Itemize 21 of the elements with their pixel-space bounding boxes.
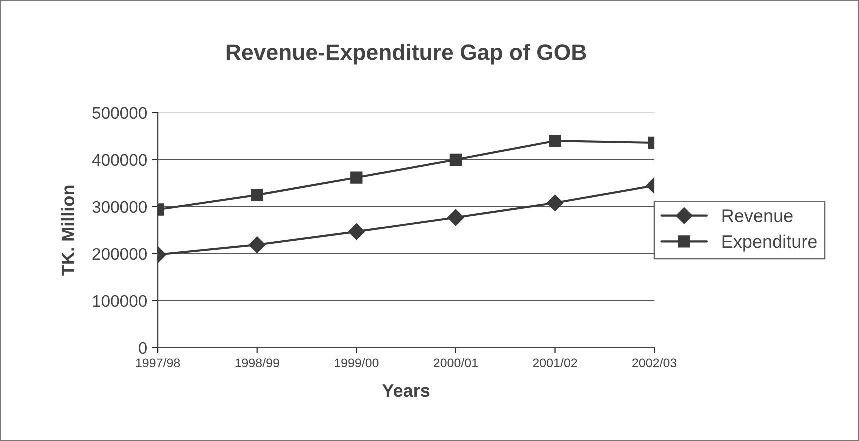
- y-tick-label: 200000: [92, 248, 147, 260]
- x-tick-label: 2001/02: [533, 358, 578, 368]
- x-tick-label: 2002/03: [632, 358, 677, 368]
- point: [450, 154, 462, 166]
- y-axis-title: TK. Million: [61, 186, 75, 276]
- x-tick-label: 2000/01: [434, 358, 478, 368]
- point: [348, 223, 366, 240]
- x-tick-label: 1999/00: [335, 358, 379, 368]
- y-tick-label: 300000: [92, 201, 147, 214]
- x-tick-label: 1997/98: [136, 358, 180, 368]
- legend-label: Expenditure: [722, 234, 817, 252]
- chart-title: Revenue-Expenditure Gap of GOB: [226, 44, 586, 65]
- x-axis-title: Years: [382, 384, 430, 398]
- y-tick-label: 0: [139, 342, 147, 354]
- point: [350, 172, 363, 184]
- y-tick-label: 100000: [93, 295, 147, 308]
- y-tick-label: 500000: [92, 107, 147, 120]
- y-tick-label: 400000: [92, 154, 147, 166]
- point: [448, 209, 464, 226]
- legend-label: Revenue: [722, 210, 793, 222]
- x-tick-label: 1998/99: [236, 358, 280, 368]
